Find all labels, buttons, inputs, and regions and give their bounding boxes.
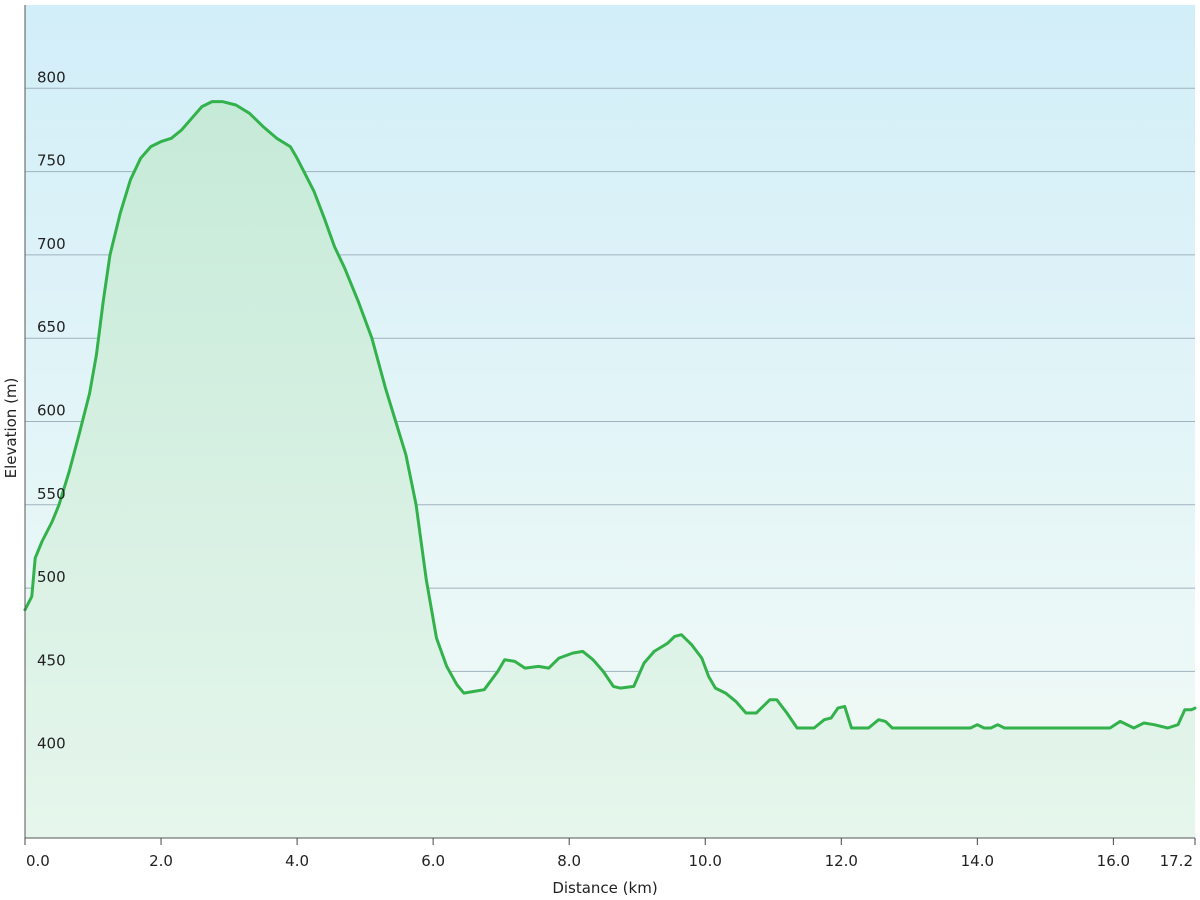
x-tick-label: 0.0 xyxy=(26,852,50,870)
y-tick-label: 600 xyxy=(37,402,66,420)
x-tick-label: 8.0 xyxy=(557,852,581,870)
y-tick-label: 650 xyxy=(37,318,66,336)
elevation-area-layer xyxy=(23,100,1197,839)
y-tick-label: 400 xyxy=(37,735,66,753)
x-tick-label: 2.0 xyxy=(149,852,173,870)
y-tick-label: 450 xyxy=(37,651,66,669)
y-tick-label: 700 xyxy=(37,235,66,253)
y-tick-label: 500 xyxy=(37,568,66,586)
y-tick-labels: 400 450 500 550 600 650 700 750 800 xyxy=(37,68,66,752)
y-axis-title: Elevation (m) xyxy=(2,378,20,479)
y-tick-label: 800 xyxy=(37,68,66,86)
x-tick-label: 14.0 xyxy=(961,852,994,870)
x-tick-labels: 0.0 2.0 4.0 6.0 8.0 10.0 12.0 14.0 16.0 17.2 xyxy=(26,852,1193,870)
elevation-area xyxy=(25,101,1195,839)
y-tick-label: 550 xyxy=(37,485,66,503)
x-tick-label: 6.0 xyxy=(421,852,445,870)
axes xyxy=(24,5,1196,845)
x-tick-label: 4.0 xyxy=(285,852,309,870)
elevation-line xyxy=(23,100,1197,730)
x-tick-label: 17.2 xyxy=(1160,852,1193,870)
x-tick-label: 10.0 xyxy=(689,852,722,870)
x-axis-title: Distance (km) xyxy=(552,879,657,897)
x-tick-label: 12.0 xyxy=(825,852,858,870)
x-tick-label: 16.0 xyxy=(1097,852,1130,870)
y-tick-label: 750 xyxy=(37,152,66,170)
